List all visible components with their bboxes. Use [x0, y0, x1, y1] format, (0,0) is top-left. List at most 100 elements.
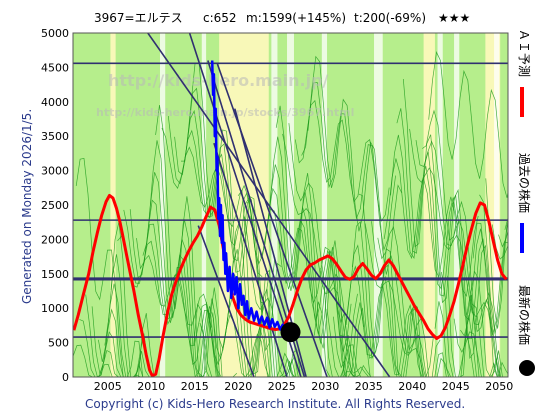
indicator-line [294, 99, 390, 222]
indicator-line [263, 164, 358, 377]
yellow-band [110, 33, 116, 377]
trend-line [197, 225, 255, 377]
indicator-line [402, 78, 498, 377]
trend-line [147, 33, 391, 377]
white-band [494, 33, 500, 377]
indicator-line [466, 270, 508, 377]
legend: ＡＩ予測 過去の株価 最新の株価 [517, 29, 535, 376]
indicator-line [301, 82, 396, 251]
white-band [437, 33, 443, 377]
indicator-line [409, 128, 504, 377]
y-tick-label: 0 [62, 371, 69, 384]
legend-past-swatch [520, 223, 524, 253]
legend-ai-label: ＡＩ予測 [517, 29, 531, 77]
latest-point-layer [280, 322, 301, 343]
max-price: m:1599(+145%) [246, 11, 346, 25]
y-tick-label: 1000 [41, 302, 69, 315]
x-tick-label: 2005 [94, 380, 122, 393]
rating-stars: ★★★ [438, 11, 470, 25]
indicator-line [460, 303, 508, 377]
y-tick-label: 3000 [41, 165, 69, 178]
series-line [210, 60, 291, 334]
plot-area: http://kids-hero.main.jp/ http://kids-he… [73, 33, 508, 377]
trend-line [188, 33, 302, 377]
indicator-line [275, 105, 371, 377]
trend-line [216, 63, 328, 377]
indicator-line [174, 109, 269, 305]
indicator-line [73, 344, 167, 377]
x-tick-label: 2045 [442, 380, 470, 393]
watermark: http://kids-hero.main.jp/ [108, 71, 329, 90]
indicator-line [231, 220, 326, 377]
indicator-line [428, 50, 508, 198]
yellow-band [423, 33, 435, 377]
indicator-line [237, 189, 333, 377]
x-tick-label: 2025 [268, 380, 296, 393]
target-price: t:200(-69%) [354, 11, 426, 25]
indicator-line [345, 244, 441, 377]
x-tick-label: 2035 [355, 380, 383, 393]
indicator-line [307, 55, 403, 275]
y-tick-label: 500 [48, 337, 69, 350]
x-tick-label: 2010 [137, 380, 165, 393]
legend-past-label: 過去の株価 [517, 153, 532, 213]
indicator-line [104, 254, 199, 377]
indicator-line [269, 136, 365, 377]
indicator-line [98, 283, 193, 377]
y-axis-ticks: 0 500 1000 1500 2000 2500 3000 3500 4000 4500 5000 [41, 27, 69, 384]
copyright: Copyright (c) Kids-Hero Research Institu… [85, 397, 465, 411]
white-band [321, 33, 328, 377]
indicator-line [364, 223, 460, 377]
current-price: c:652 [203, 11, 237, 25]
white-band [287, 33, 294, 377]
white-band [160, 33, 166, 377]
indicator-line [244, 216, 339, 377]
indicator-line [447, 275, 508, 377]
indicator-line [339, 265, 435, 377]
indicator-line [218, 274, 313, 377]
y-tick-label: 2500 [41, 199, 69, 212]
y-tick-label: 5000 [41, 27, 69, 40]
legend-ai-swatch [520, 87, 524, 117]
x-axis-ticks: 2005 2010 2015 2020 2025 2030 2035 2040 2045 2050 [94, 380, 513, 393]
white-band [271, 33, 278, 377]
indicator-line [472, 222, 508, 335]
indicator-line [333, 316, 428, 377]
indicator-line [396, 108, 492, 340]
indicator-line [85, 294, 180, 377]
y-tick-label: 4500 [41, 61, 69, 74]
indicator-line [415, 140, 508, 377]
indicator-line [110, 221, 206, 377]
y-tick-label: 2000 [41, 233, 69, 246]
legend-latest-label: 最新の株価 [517, 285, 532, 345]
trend-line [213, 142, 288, 377]
thin-indicator-lines [73, 50, 508, 377]
x-tick-label: 2015 [181, 380, 209, 393]
indicator-line [479, 194, 508, 334]
y-tick-label: 3500 [41, 130, 69, 143]
indicator-line [390, 134, 485, 321]
watermark-small: http://kids-hero.main.jp/stocks/3967.htm… [96, 106, 354, 119]
white-band [201, 33, 207, 377]
stock-code-name: 3967=エルテス [94, 11, 183, 25]
indicator-line [186, 62, 282, 352]
x-tick-label: 2020 [224, 380, 252, 393]
plot-frame [72, 32, 509, 378]
indicator-line [75, 157, 171, 377]
x-tick-label: 2040 [398, 380, 426, 393]
indicator-line [256, 187, 352, 352]
y-tick-label: 4000 [41, 96, 69, 109]
indicator-line [485, 178, 508, 329]
generated-date: Generated on Monday 2026/1/5. [20, 109, 34, 304]
indicator-line [422, 109, 508, 377]
y-tick-label: 1500 [41, 268, 69, 281]
indicator-line [504, 216, 508, 230]
x-tick-label: 2030 [311, 380, 339, 393]
latest-price-marker [280, 322, 301, 343]
indicator-line [453, 318, 508, 377]
x-tick-label: 2050 [485, 380, 513, 393]
indicator-line [352, 220, 447, 377]
indicator-line [377, 226, 472, 377]
indicator-line [142, 172, 238, 377]
